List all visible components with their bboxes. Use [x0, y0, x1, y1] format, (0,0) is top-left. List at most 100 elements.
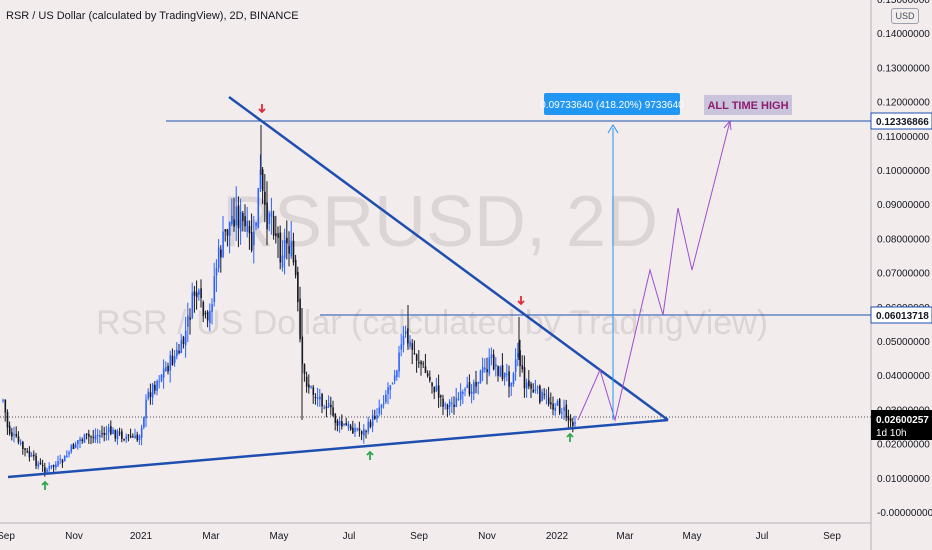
candle-body: [114, 429, 117, 439]
candle-body: [228, 221, 231, 237]
candle-body: [444, 404, 447, 406]
candle-body: [180, 340, 183, 354]
candle-body: [94, 435, 97, 440]
candle-body: [2, 399, 4, 401]
candle-body: [338, 421, 341, 426]
candle-body: [563, 407, 565, 412]
candle-body: [28, 451, 31, 458]
candle-body: [534, 389, 537, 391]
candle-body: [35, 455, 37, 466]
candle-body: [22, 441, 24, 449]
candle-body: [11, 432, 13, 437]
candle-body: [356, 428, 359, 430]
descending-trendline: [228, 95, 669, 422]
candle-body: [310, 386, 312, 388]
candle-body: [268, 213, 271, 224]
candle-body: [235, 206, 238, 226]
candle-body: [468, 382, 471, 395]
candle-body: [415, 354, 418, 361]
drawings: [0, 95, 871, 490]
candle-body: [314, 396, 317, 398]
candle-body: [336, 420, 339, 426]
candle-body: [473, 382, 475, 394]
candle-body: [204, 312, 207, 314]
candle-body: [312, 387, 315, 395]
projection-path: [577, 120, 731, 422]
countdown-text: 1d 10h: [876, 428, 907, 439]
candle-body: [486, 369, 488, 373]
arrow-down-head: [258, 108, 266, 114]
candle-body: [48, 465, 51, 470]
candle-body: [30, 455, 33, 457]
candle-body: [378, 407, 381, 414]
candle-body: [156, 380, 158, 391]
candle-body: [435, 385, 438, 391]
candle-body: [107, 427, 110, 433]
candle-body: [455, 397, 458, 407]
candle-body: [134, 435, 136, 439]
candle-body: [459, 391, 462, 400]
candle-body: [519, 350, 521, 367]
watermark-ticker: RSRUSD, 2D: [222, 182, 658, 262]
candle-body: [341, 421, 343, 427]
candle-body: [220, 249, 222, 258]
candle-body: [136, 434, 139, 441]
candle-body: [316, 397, 319, 399]
x-tick-label: Jul: [343, 531, 356, 542]
candle-body: [429, 376, 431, 381]
candle-body: [68, 452, 70, 455]
candle-body: [466, 384, 469, 389]
candle-body: [24, 448, 26, 450]
candle-body: [343, 423, 345, 425]
candle-body: [347, 424, 350, 428]
x-tick-label: Mar: [202, 531, 220, 542]
candle-body: [286, 237, 288, 244]
candle-body: [532, 389, 535, 393]
candle-body: [440, 395, 442, 398]
x-tick-label: Sep: [0, 531, 15, 542]
candle-body: [147, 391, 150, 399]
candle-body: [497, 366, 499, 376]
candle-body: [118, 432, 121, 434]
candle-body: [270, 211, 273, 217]
candle-body: [503, 372, 506, 378]
candle-body: [448, 401, 451, 407]
candle-body: [99, 435, 101, 438]
candle-body: [365, 431, 367, 433]
candle-body: [479, 370, 482, 384]
candle-body: [244, 216, 246, 227]
x-tick-label: May: [683, 531, 702, 542]
candle-body: [424, 366, 427, 374]
candle-body: [349, 425, 352, 430]
candle-body: [250, 232, 253, 251]
arrow-up-head: [366, 450, 374, 456]
candle-body: [213, 276, 216, 303]
candle-body: [488, 357, 491, 374]
candle-body: [561, 412, 563, 414]
candle-body: [215, 267, 218, 276]
candle-body: [211, 304, 213, 313]
candle-body: [246, 220, 249, 232]
candle-body: [330, 404, 332, 408]
candle-body: [418, 362, 420, 364]
candle-body: [294, 259, 297, 276]
candle-body: [327, 403, 330, 407]
y-tick-label: -0.00000000: [877, 508, 932, 519]
candle-body: [360, 431, 363, 435]
candle-body: [17, 436, 20, 443]
candle-body: [389, 385, 392, 390]
y-tick-label: 0.09000000: [877, 200, 930, 211]
candle-body: [279, 232, 282, 263]
candle-body: [55, 464, 57, 468]
candle-body: [61, 460, 64, 463]
candle-body: [297, 271, 299, 303]
candle-body: [525, 382, 528, 389]
candle-body: [112, 429, 114, 435]
candle-body: [253, 231, 255, 246]
projection-arrow-head: [723, 119, 732, 131]
currency-button[interactable]: USD: [891, 8, 919, 24]
candle-body: [332, 407, 334, 416]
candle-body: [556, 401, 559, 406]
candle-body: [358, 428, 361, 431]
